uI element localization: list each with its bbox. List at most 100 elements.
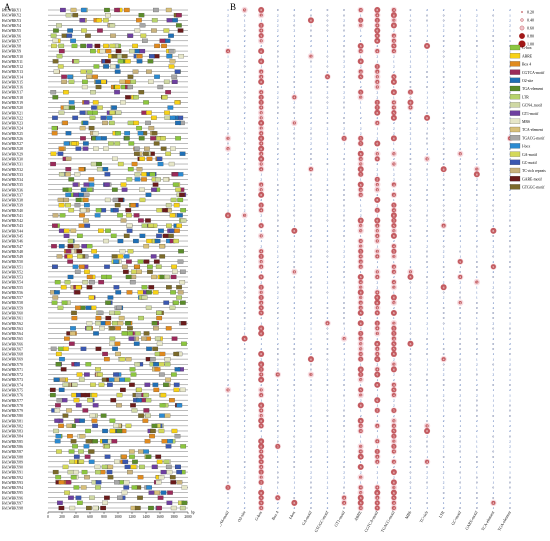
count-value: 6 [393, 470, 395, 474]
count-dot [258, 253, 264, 259]
count-value: 0 [509, 301, 511, 305]
count-dot [391, 325, 397, 331]
axis-tick-label: 800 [101, 515, 107, 519]
count-value: 1 [310, 203, 312, 207]
count-value: 6 [376, 142, 378, 146]
count-dot [258, 489, 265, 496]
count-value: 0 [294, 265, 296, 269]
count-dot [358, 89, 364, 95]
count-value: 0 [227, 470, 229, 474]
cis-element-box [139, 23, 146, 28]
count-value: 4 [260, 90, 262, 94]
count-value: 0 [244, 131, 246, 135]
count-dot [358, 336, 363, 341]
cis-element-box [181, 341, 187, 346]
count-value: 0 [476, 460, 478, 464]
count-value: 6 [227, 214, 229, 218]
count-value: 0 [244, 393, 246, 397]
cis-element-box [177, 28, 184, 33]
cis-element-box [144, 146, 150, 151]
count-value: 1 [343, 404, 345, 408]
count-dot [391, 208, 396, 213]
count-value: 1 [227, 44, 229, 48]
count-halo [357, 155, 364, 163]
count-value: 2 [294, 203, 296, 207]
count-value: 2 [426, 285, 428, 289]
count-value: 1 [410, 393, 412, 397]
count-value: 4 [376, 70, 378, 74]
count-value: 2 [459, 147, 461, 151]
count-halo [357, 402, 364, 409]
gene-label: HvLWRKY15 [2, 80, 23, 84]
count-value: 0 [310, 172, 312, 176]
cis-element-box [60, 285, 67, 290]
gene-label: HvLWRKY82 [2, 424, 23, 428]
count-value: 2 [327, 486, 329, 490]
count-dot [357, 320, 364, 327]
count-value: 4 [310, 167, 312, 171]
count-value: 0 [227, 362, 229, 366]
count-value: 0 [227, 460, 229, 464]
count-value: 1 [244, 439, 246, 443]
cis-element-box [117, 495, 123, 500]
count-value: 1 [327, 481, 329, 485]
cis-element-box [57, 305, 64, 310]
count-halo [257, 207, 265, 214]
gene-label: HvLWRKY52 [2, 270, 23, 274]
count-value: 1 [393, 198, 395, 202]
count-value: 0 [310, 460, 312, 464]
count-value: 0 [476, 270, 478, 274]
cis-element-box [70, 439, 77, 444]
count-value: 2 [360, 65, 362, 69]
count-halo [257, 350, 265, 358]
count-value: 0 [443, 434, 445, 438]
count-dot [242, 8, 247, 12]
count-value: 4 [393, 265, 395, 269]
count-value: 4 [393, 244, 395, 248]
count-value: 2 [310, 445, 312, 449]
count-value: 2 [310, 116, 312, 120]
cis-element-box [86, 285, 93, 290]
count-value: 2 [493, 306, 495, 310]
cis-element-box [58, 423, 64, 428]
count-value: 0 [443, 152, 445, 156]
count-value: 1 [410, 44, 412, 48]
count-value: 2 [459, 445, 461, 449]
count-value: 2 [443, 270, 445, 274]
count-value: 2 [294, 301, 296, 305]
count-dot [259, 162, 263, 166]
count-value: 2 [260, 178, 262, 182]
cis-element-box [63, 233, 70, 238]
count-value: 0 [227, 327, 229, 331]
count-value: 1 [443, 95, 445, 99]
count-value: 2 [493, 167, 495, 171]
count-halo [357, 473, 364, 481]
count-value: 0 [410, 481, 412, 485]
count-value: 0 [343, 172, 345, 176]
count-dot [390, 212, 397, 219]
count-value: 1 [227, 157, 229, 161]
count-value: 1 [426, 34, 428, 38]
count-value: 6 [376, 8, 378, 12]
count-value: 2 [260, 229, 262, 233]
count-value: 6 [260, 352, 262, 356]
count-value: 5 [376, 101, 378, 105]
count-value: 1 [410, 327, 412, 331]
cis-element-box [141, 336, 147, 341]
count-halo [390, 386, 398, 394]
cis-element-box [174, 434, 181, 439]
count-value: 5 [376, 178, 378, 182]
count-value: 2 [443, 419, 445, 423]
count-value: 0 [443, 378, 445, 382]
size-legend-label: 0.60 [527, 26, 534, 31]
gene-label: HvLWRKY96 [2, 496, 23, 500]
count-value: 1 [244, 362, 246, 366]
count-dot [391, 217, 397, 223]
cis-element-box [110, 64, 116, 69]
count-value: 6 [360, 219, 362, 223]
count-value: 0 [426, 198, 428, 202]
gene-label: HvLWRKY71 [2, 368, 23, 372]
count-value: 1 [360, 460, 362, 464]
count-value: 5 [260, 275, 262, 279]
count-value: 1 [327, 465, 329, 469]
